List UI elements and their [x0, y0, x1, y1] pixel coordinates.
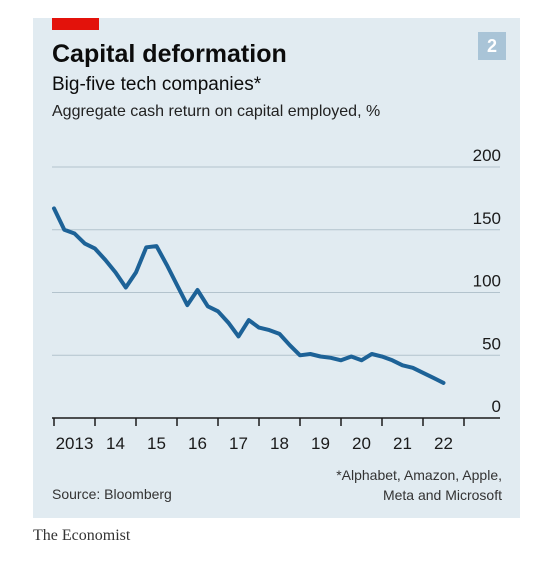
x-tick-label-22: 22 — [434, 434, 453, 453]
y-tick-label-0: 0 — [492, 397, 501, 416]
footnote-line-2: Meta and Microsoft — [382, 487, 502, 503]
x-axis — [52, 417, 500, 426]
footnote-line-1: *Alphabet, Amazon, Apple, — [336, 467, 502, 483]
chart-subtitle: Big-five tech companies* — [52, 74, 262, 95]
y-tick-label-200: 200 — [473, 146, 501, 165]
series-line-0 — [52, 206, 446, 385]
footnote: *Alphabet, Amazon, Apple, Meta and Micro… — [262, 465, 502, 505]
red-accent-bar — [52, 18, 99, 30]
y-tick-label-50: 50 — [482, 334, 501, 353]
x-tick-label-17: 17 — [229, 434, 248, 453]
x-tick-label-14: 14 — [106, 434, 125, 453]
grid-lines — [52, 166, 500, 356]
y-tick-label-100: 100 — [473, 272, 501, 291]
chart-number-badge: 2 — [478, 32, 506, 60]
y-tick-label-150: 150 — [473, 209, 501, 228]
x-tick-label-18: 18 — [270, 434, 289, 453]
x-tick-label-20: 20 — [352, 434, 371, 453]
publisher-brand: The Economist — [33, 527, 131, 544]
x-tick-label-2013: 2013 — [56, 434, 94, 453]
x-tick-label-19: 19 — [311, 434, 330, 453]
x-tick-label-15: 15 — [147, 434, 166, 453]
series-lines — [52, 206, 446, 385]
y-tick-labels: 0 50 100 150 200 — [473, 146, 501, 416]
chart-title: Capital deformation — [52, 40, 287, 68]
x-tick-label-21: 21 — [393, 434, 412, 453]
chart-unit-label: Aggregate cash return on capital employe… — [52, 103, 381, 120]
x-tick-labels: 2013 14 15 16 17 18 19 20 21 22 — [56, 434, 453, 453]
x-tick-label-16: 16 — [188, 434, 207, 453]
source-note: Source: Bloomberg — [52, 486, 172, 502]
